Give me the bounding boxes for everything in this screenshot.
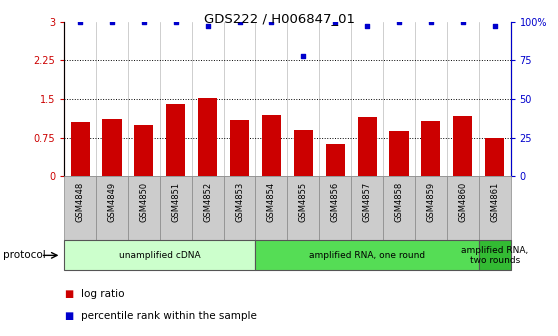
Text: percentile rank within the sample: percentile rank within the sample — [81, 311, 257, 321]
Bar — [415, 176, 447, 240]
Text: GSM4850: GSM4850 — [140, 181, 148, 222]
Text: GSM4854: GSM4854 — [267, 181, 276, 222]
Point — [490, 24, 499, 29]
Text: GSM4853: GSM4853 — [235, 181, 244, 222]
Point — [267, 19, 276, 25]
Bar — [160, 176, 192, 240]
Text: GSM4848: GSM4848 — [76, 181, 85, 222]
Point — [331, 19, 340, 25]
Bar — [230, 120, 249, 176]
Text: GSM4851: GSM4851 — [171, 181, 180, 222]
Point — [235, 19, 244, 25]
Bar — [351, 176, 383, 240]
Text: GSM4861: GSM4861 — [490, 181, 499, 222]
Point — [458, 19, 467, 25]
Bar — [70, 122, 90, 176]
Text: amplified RNA,
two rounds: amplified RNA, two rounds — [461, 246, 528, 265]
Text: ■: ■ — [64, 289, 74, 299]
Bar — [389, 131, 408, 176]
Text: GSM4852: GSM4852 — [203, 181, 212, 222]
Text: GSM4856: GSM4856 — [331, 181, 340, 222]
Text: log ratio: log ratio — [81, 289, 124, 299]
Bar — [287, 176, 319, 240]
Bar — [421, 121, 440, 176]
Point — [171, 19, 180, 25]
Text: GSM4857: GSM4857 — [363, 181, 372, 222]
Text: GSM4849: GSM4849 — [108, 181, 117, 222]
Text: GSM4859: GSM4859 — [426, 181, 435, 222]
Bar — [64, 240, 256, 270]
Bar — [166, 104, 185, 176]
Point — [108, 19, 117, 25]
Bar — [383, 176, 415, 240]
Bar — [447, 176, 479, 240]
Point — [426, 19, 435, 25]
Bar — [128, 176, 160, 240]
Bar — [256, 176, 287, 240]
Point — [363, 24, 372, 29]
Bar — [262, 115, 281, 176]
Point — [395, 19, 403, 25]
Bar — [294, 130, 313, 176]
Text: GSM4860: GSM4860 — [458, 181, 467, 222]
Point — [299, 53, 308, 58]
Bar — [134, 125, 153, 176]
Bar — [224, 176, 256, 240]
Bar — [256, 240, 479, 270]
Bar — [479, 240, 511, 270]
Bar — [192, 176, 224, 240]
Bar — [96, 176, 128, 240]
Point — [203, 24, 212, 29]
Bar — [358, 117, 377, 176]
Text: GDS222 / H006847_01: GDS222 / H006847_01 — [204, 12, 354, 25]
Bar — [198, 98, 217, 176]
Point — [76, 19, 85, 25]
Text: ■: ■ — [64, 311, 74, 321]
Point — [140, 19, 148, 25]
Bar — [453, 116, 472, 176]
Text: GSM4855: GSM4855 — [299, 181, 308, 222]
Text: amplified RNA, one round: amplified RNA, one round — [309, 251, 425, 260]
Text: protocol: protocol — [3, 250, 46, 260]
Bar — [326, 144, 345, 176]
Bar — [64, 176, 96, 240]
Text: unamplified cDNA: unamplified cDNA — [119, 251, 201, 260]
Bar — [485, 138, 504, 176]
Text: GSM4858: GSM4858 — [395, 181, 403, 222]
Bar — [319, 176, 351, 240]
Bar — [103, 119, 122, 176]
Bar — [479, 176, 511, 240]
